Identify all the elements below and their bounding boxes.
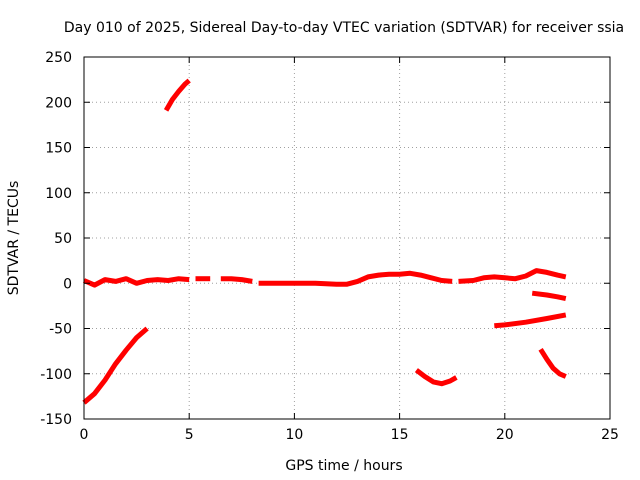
series-near-zero-c [220, 276, 253, 284]
series-neg-late-a [494, 312, 567, 329]
x-axis-tick-labels: 0 5 10 15 20 25 [80, 427, 619, 443]
x-tick-label: 0 [80, 427, 89, 443]
series-descending-4h [163, 78, 191, 112]
axis-ticks [83, 56, 611, 420]
y-tick-label: 150 [45, 141, 72, 157]
series-neg-late-b [531, 290, 567, 302]
data-series [82, 78, 567, 405]
y-tick-label: 200 [45, 95, 72, 111]
y-tick-label: 250 [45, 50, 72, 66]
y-tick-label: 0 [63, 276, 72, 292]
grid-lines [84, 57, 610, 419]
series-near-zero-d [258, 270, 453, 287]
plot-frame [83, 56, 611, 420]
series-rising-0h [82, 326, 149, 405]
y-axis-tick-labels: -150 -100 -50 0 50 100 150 200 250 [40, 50, 72, 428]
y-tick-label: -50 [49, 322, 72, 338]
y-tick-label: -100 [40, 367, 72, 383]
y-axis-label: SDTVAR / TECUs [6, 181, 22, 296]
x-tick-label: 10 [285, 427, 303, 443]
x-axis-label: GPS time / hours [285, 458, 402, 474]
x-tick-label: 20 [496, 427, 514, 443]
chart-title: Day 010 of 2025, Sidereal Day-to-day VTE… [64, 20, 624, 36]
x-tick-label: 25 [601, 427, 619, 443]
x-tick-label: 5 [185, 427, 194, 443]
series-neg-late-c [538, 347, 567, 379]
y-tick-label: -150 [40, 412, 72, 428]
series-near-zero-a [82, 276, 190, 288]
y-tick-label: 100 [45, 186, 72, 202]
series-dip-16h [414, 368, 458, 387]
series-near-zero-e [458, 268, 567, 284]
x-tick-label: 15 [391, 427, 409, 443]
y-tick-label: 50 [54, 231, 72, 247]
